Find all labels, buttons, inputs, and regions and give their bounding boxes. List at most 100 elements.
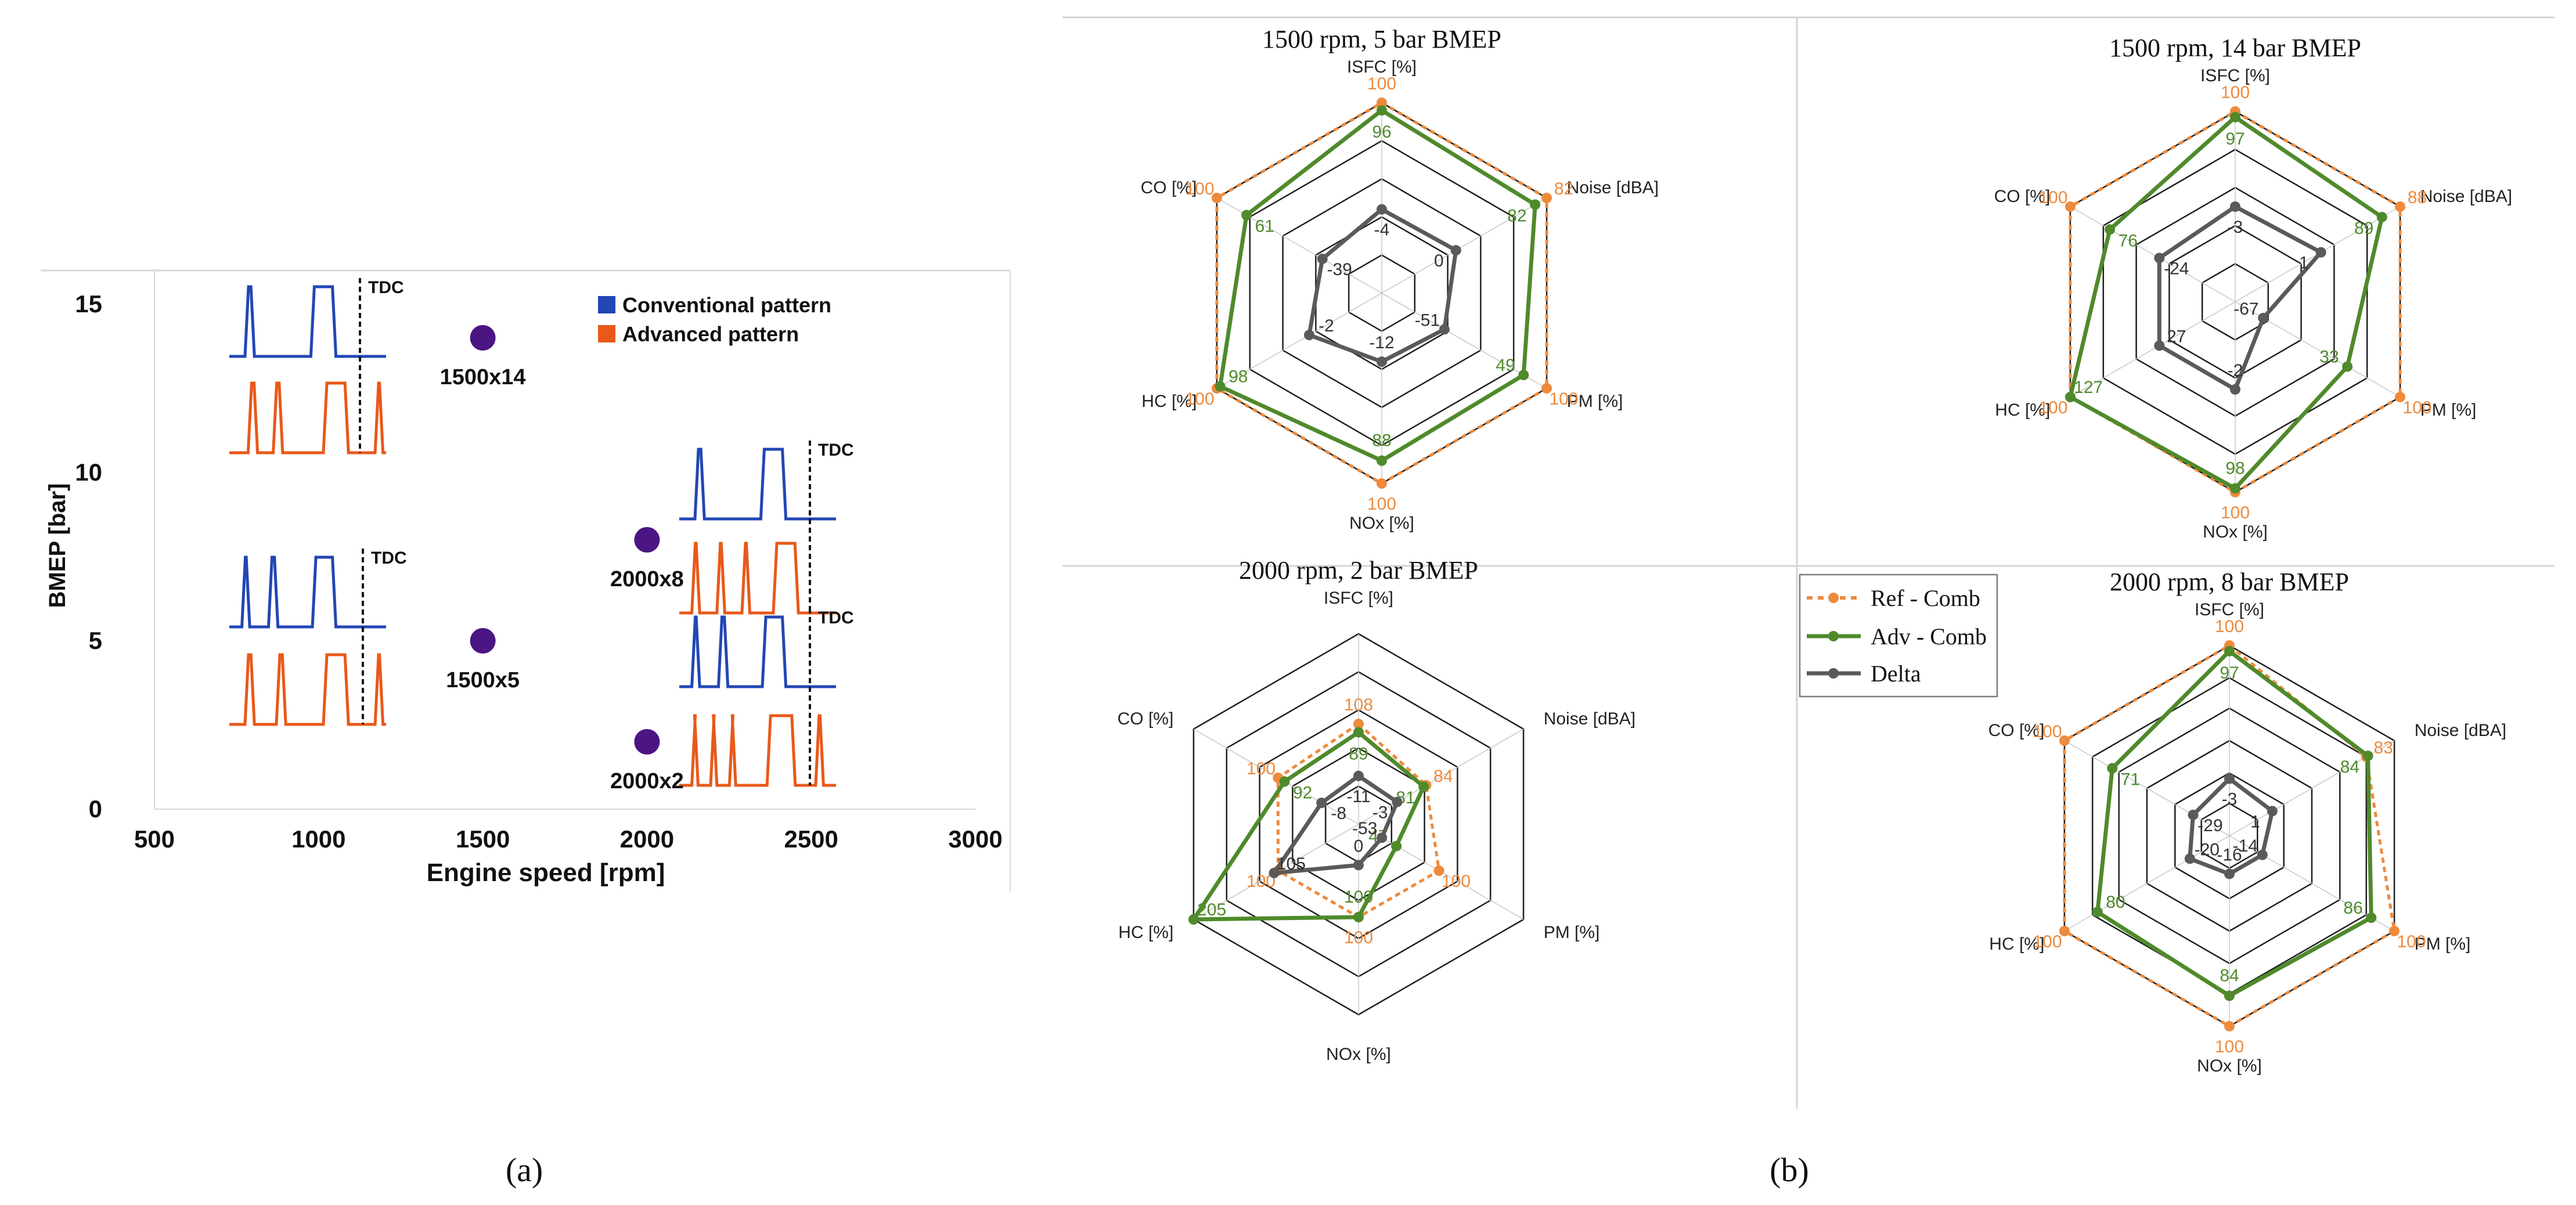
radar-axis-label: NOx [%] <box>2203 522 2268 542</box>
radar-data-label-ref: 108 <box>1344 695 1373 715</box>
radar-axis-label: Noise [dBA] <box>2415 721 2506 740</box>
radar-data-label-ref: 100 <box>2038 398 2067 417</box>
radar-data-label-adv: 205 <box>1197 900 1226 919</box>
radar-spoke <box>2064 740 2230 836</box>
radar-point-delta <box>2154 252 2165 264</box>
radar-data-label-delta: 27 <box>2167 327 2186 346</box>
radar-point-adv <box>2092 907 2103 918</box>
radar-data-label-delta: -3 <box>1372 803 1388 822</box>
legend-swatch-conventional <box>598 296 615 313</box>
panel-a-legend: Conventional pattern Advanced pattern <box>598 293 831 346</box>
radar-data-label-delta: -67 <box>2233 300 2258 319</box>
radar-data-label-delta: 0 <box>1434 251 1444 270</box>
legend-label-conventional: Conventional pattern <box>622 293 831 317</box>
panel-a-frame <box>41 270 1010 892</box>
radar-point-adv <box>1353 912 1364 922</box>
radar-title: 2000 rpm, 2 bar BMEP <box>1239 556 1478 585</box>
radar-data-label-delta: -11 <box>1346 787 1370 806</box>
radar-point-adv <box>2230 111 2240 122</box>
radar-data-label-ref: 100 <box>2397 932 2426 951</box>
radar-point-delta <box>2267 806 2278 817</box>
radar-data-label-ref: 100 <box>2221 83 2250 102</box>
operating-points: 1500x14 2000x8 1500x5 2000x2 <box>440 325 684 793</box>
radar-data-label-adv: 61 <box>1255 217 1274 236</box>
radar-data-label-adv: 84 <box>2340 757 2359 777</box>
radar-1: 1500 rpm, 5 bar BMEP ISFC [%] Noise [dBA] P… <box>1141 25 1659 533</box>
radar-data-label-ref: 88 <box>2408 188 2427 207</box>
radar-point-delta <box>2224 773 2235 784</box>
radar-point-ref <box>1541 193 1552 203</box>
radar-point-delta <box>2258 312 2269 323</box>
radar-point-adv <box>1279 776 1290 787</box>
radar-point-delta <box>1377 204 1387 215</box>
radar-data-label-delta: 0 <box>1354 836 1364 856</box>
radar-point-adv <box>2224 990 2235 1001</box>
radar-data-label-ref: 82 <box>1554 179 1573 199</box>
radar-point-ref <box>2065 201 2076 212</box>
radar-axis-label: Noise [dBA] <box>1567 178 1659 197</box>
radar-axis-label: PM [%] <box>1567 392 1623 411</box>
radar-data-label-ref: 100 <box>1367 74 1396 93</box>
radar-data-label-adv: 96 <box>1372 122 1391 142</box>
radar-data-label-delta: -20 <box>2195 840 2220 859</box>
radar-point-delta <box>1353 860 1364 871</box>
radar-data-label-delta: -16 <box>2217 846 2242 865</box>
radar-data-label-adv: 97 <box>2220 663 2239 683</box>
caption-b: (b) <box>1770 1151 1809 1189</box>
conventional-pattern-trace <box>679 448 836 521</box>
radar-data-label-ref: 100 <box>1367 495 1396 514</box>
radar-data-label-ref: 100 <box>2402 398 2431 417</box>
radar-point-ref <box>2395 201 2406 212</box>
radar-data-label-ref: 84 <box>1433 767 1453 786</box>
radar-axis-label: PM [%] <box>2415 935 2471 954</box>
legend-label-delta: Delta <box>1871 661 1921 687</box>
radar-data-label-adv: 89 <box>2354 219 2373 238</box>
radar-data-label-ref: 100 <box>1185 389 1214 409</box>
radar-point-adv <box>2107 763 2118 774</box>
radar-axis-label: HC [%] <box>1118 923 1173 942</box>
radar-point-delta <box>2315 247 2326 258</box>
radar-data-label-ref: 100 <box>2033 932 2062 951</box>
radar-point-delta <box>2257 849 2268 860</box>
radar-data-label-delta: -3 <box>2228 218 2243 237</box>
radar-title: 1500 rpm, 14 bar BMEP <box>2109 34 2361 62</box>
conventional-pattern-trace <box>229 555 386 629</box>
panel-a-chart: 0 5 10 15 500 1000 1500 2000 2500 3000 Engine sp… <box>45 270 1003 887</box>
radar-data-label-delta: -2 <box>1318 316 1334 335</box>
radar-point-delta <box>1353 770 1364 781</box>
radar-point-delta <box>2154 340 2165 351</box>
radar-3: 2000 rpm, 2 bar BMEP ISFC [%] Noise [dBA] P… <box>1118 556 1636 1064</box>
operating-point <box>634 729 660 755</box>
y-tick-label: 15 <box>75 290 102 318</box>
radar-spoke <box>2064 835 2230 932</box>
radar-point-delta <box>1450 245 1461 256</box>
radar-data-label-delta: -29 <box>2197 816 2222 835</box>
radar-legend: Ref - Comb Adv - Comb Delta <box>1799 573 1998 698</box>
radar-point-adv <box>2366 912 2377 923</box>
tdc-label: TDC <box>818 441 854 460</box>
operating-point-label: 1500x14 <box>440 365 526 389</box>
advanced-pattern-trace <box>229 381 386 454</box>
x-axis-label: Engine speed [rpm] <box>427 858 665 887</box>
radar-data-label-delta: -39 <box>1327 260 1352 279</box>
radar-data-label-ref: 83 <box>2374 738 2393 757</box>
advanced-pattern-trace <box>229 653 386 726</box>
radar-charts: 1500 rpm, 5 bar BMEP ISFC [%] Noise [dBA] P… <box>1118 25 2513 1076</box>
legend-swatch-advanced <box>598 325 615 342</box>
radar-data-label-delta: -2 <box>2228 361 2243 380</box>
legend-label-advanced: Advanced pattern <box>622 322 799 346</box>
radar-axis-label: Noise [dBA] <box>1544 709 1635 728</box>
radar-data-label-ref: 100 <box>2038 188 2067 207</box>
radar-point-adv <box>2362 751 2373 762</box>
radar-2: 1500 rpm, 14 bar BMEP ISFC [%] Noise [dBA]… <box>1994 34 2513 542</box>
radar-point-delta <box>1269 868 1280 878</box>
radar-data-label-ref: 100 <box>2215 1037 2244 1056</box>
radar-point-adv <box>2065 392 2076 402</box>
radar-point-adv <box>1391 840 1402 852</box>
legend-label-adv: Adv - Comb <box>1871 623 1987 650</box>
radar-title: 2000 rpm, 8 bar BMEP <box>2110 568 2349 596</box>
radar-axis-label: CO [%] <box>1118 709 1174 728</box>
radar-data-label-adv: 86 <box>2343 899 2362 918</box>
radar-point-delta <box>2230 201 2240 212</box>
operating-point <box>634 527 660 553</box>
